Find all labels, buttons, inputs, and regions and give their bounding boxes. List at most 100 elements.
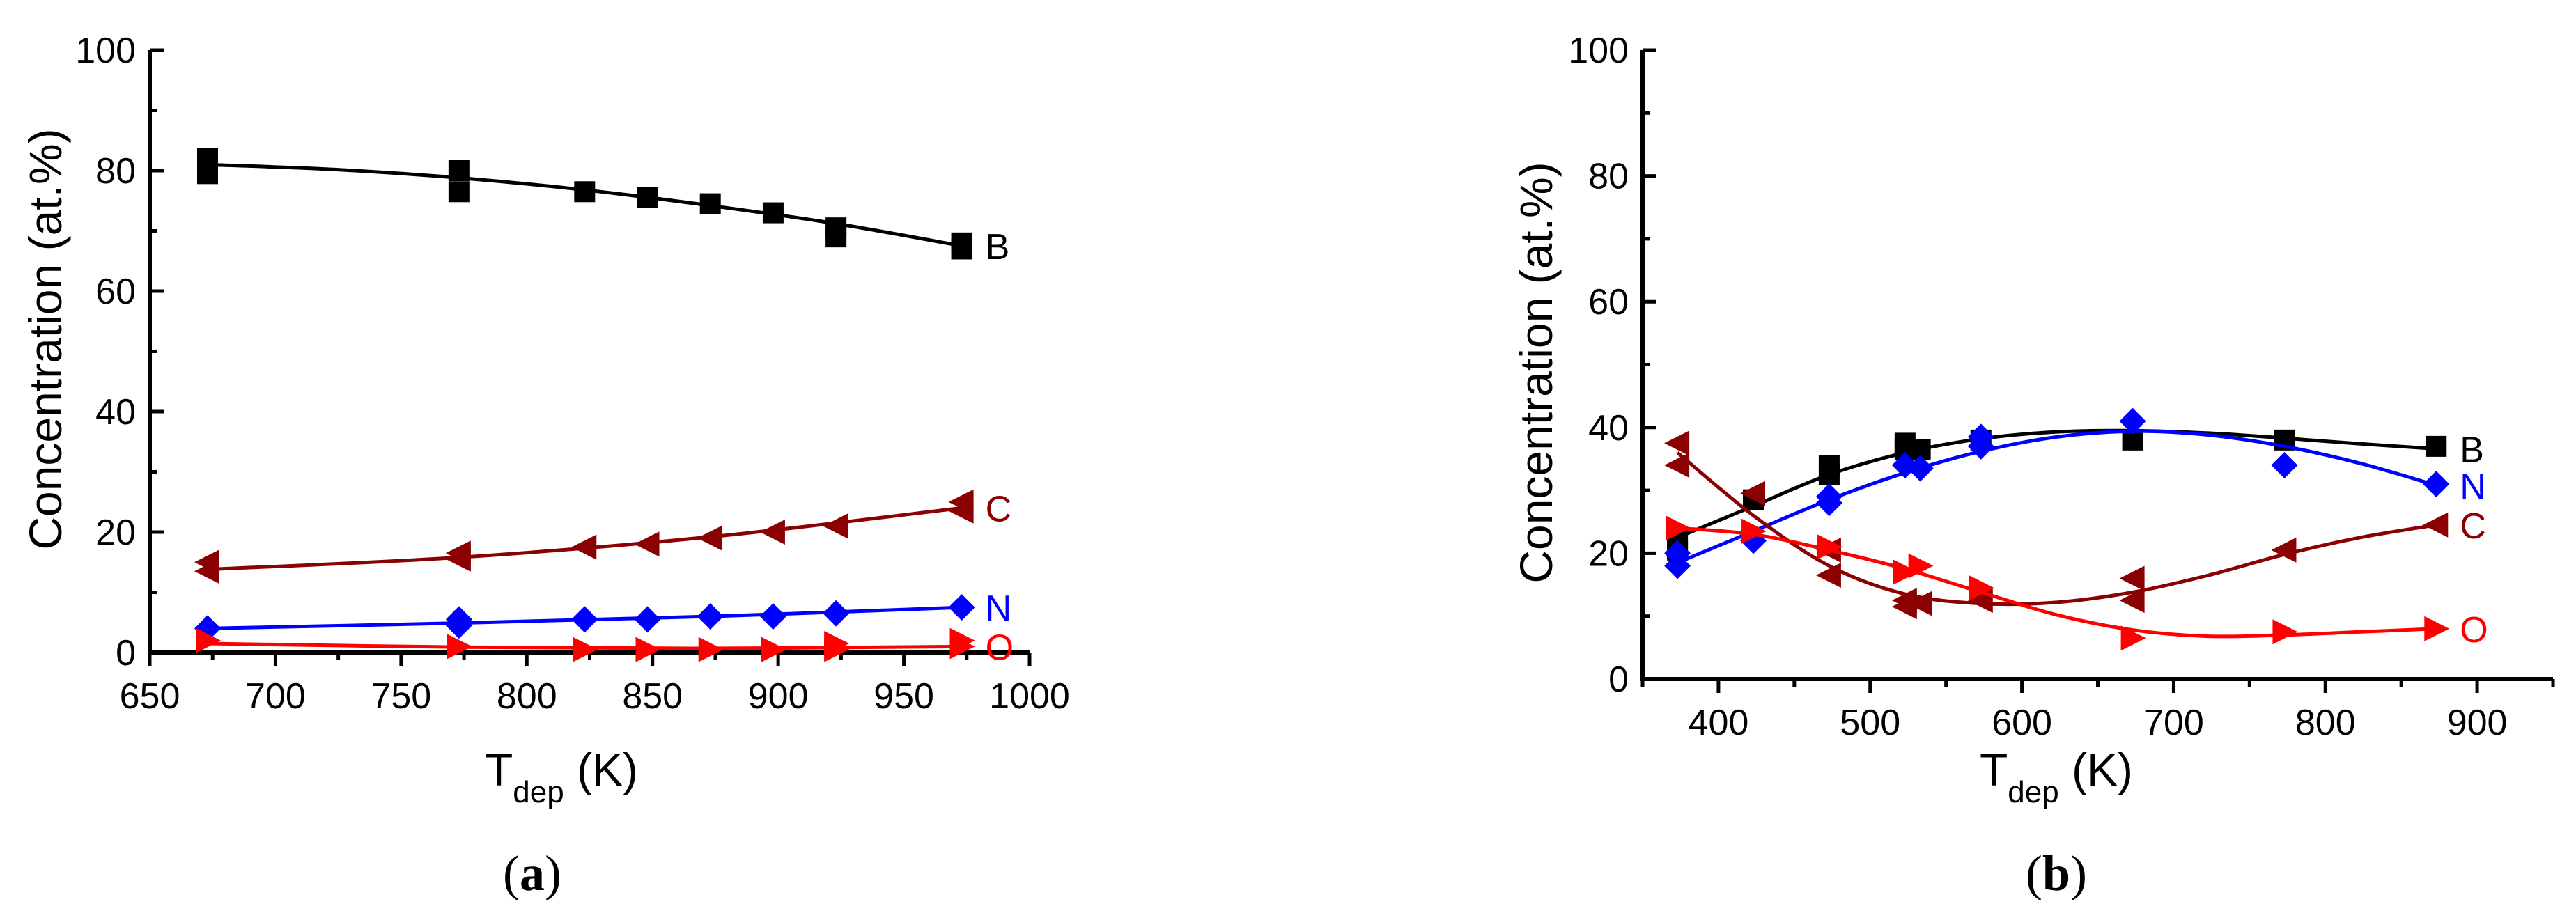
panel-a-x-tick-label: 800: [497, 676, 557, 717]
panel-b-x-tick-label: 900: [2447, 703, 2508, 743]
panel-a-series-O-point: [573, 637, 598, 662]
panel-a-axes: [148, 50, 1030, 655]
panel-b-y-tick-label: 0: [1608, 660, 1629, 700]
panel-b-series-C-point: [1815, 563, 1841, 588]
panel-b-x-axis-title-sub: dep: [2008, 775, 2058, 809]
panel-a-series-B-point: [951, 238, 972, 260]
panel-b-series-O-point: [1741, 518, 1767, 544]
panel-a-y-tick-label: 0: [116, 633, 136, 673]
panel-a-series-O-point: [447, 634, 472, 660]
panel-a-series-C-fit-line: [207, 506, 962, 572]
panel-b-series-B-point: [1818, 464, 1840, 485]
panel-b-series-N-point: [2271, 451, 2298, 478]
panel-a-series-O-point: [635, 637, 661, 662]
panel-b-series-N-point: [2119, 407, 2146, 435]
panel-a-x-tick-label: 650: [120, 676, 180, 717]
panel-b-axes: [1640, 50, 2553, 681]
panel-b-series-C-fit-line: [1676, 451, 2437, 607]
panel-b-series-N-point: [1815, 490, 1842, 517]
panel-b-series-label-N: N: [2460, 467, 2486, 507]
panel-b-y-tick-label: 20: [1588, 533, 1629, 574]
panel-b-series-O-point: [2120, 625, 2146, 651]
panel-b-series-C-point: [1891, 594, 1917, 620]
panel-a-series-N-point: [823, 600, 850, 627]
panel-a-y-tick-label: 40: [95, 392, 136, 432]
panel-b-x-axis-title-main: T: [1980, 744, 2008, 795]
panel-b-series-O-point: [1969, 575, 1994, 601]
panel-b-series-N-point: [2423, 471, 2450, 498]
panel-b-x-tick-label: 700: [2143, 703, 2204, 743]
panel-b-series-B-fit-line: [1677, 428, 2437, 540]
panel-b-series-O-point: [1817, 534, 1842, 560]
panel-a-series-C-point: [634, 531, 660, 557]
panel-b-x-tick-label: 400: [1689, 703, 1749, 743]
panel-a-series-C-point: [445, 546, 471, 572]
panel-a-y-tick-label: 20: [95, 513, 136, 553]
panel-b-series-label-B: B: [2460, 430, 2484, 471]
panel-a-series-label-O: O: [986, 627, 1014, 668]
panel-b-series-C-point: [1740, 481, 1766, 506]
panel-b-x-tick-label: 600: [1992, 703, 2052, 743]
panel-a-series-O-point: [195, 627, 221, 653]
panel-b-y-tick-label: 100: [1568, 31, 1629, 71]
panel-a-series-label-B: B: [986, 227, 1010, 267]
panel-b-series-C-point: [2119, 565, 2145, 591]
panel-a-series-C-point: [823, 513, 848, 539]
panel-b-series-O-point: [1893, 559, 1918, 585]
panel-a-series-N-point: [634, 606, 661, 633]
panel-b-series-label-C: C: [2460, 506, 2486, 547]
panel-a-series-C-point: [948, 498, 974, 524]
panel-a-y-axis-title: Concentration (at.%): [20, 128, 71, 549]
panel-a-series-label-N: N: [986, 588, 1012, 629]
panel-b-y-axis-title: Concentration (at.%): [1510, 162, 1562, 583]
panel-b-chart: Concentration (at.%) Tdep (K) (b) 0 20 40 6…: [1510, 31, 2555, 901]
panel-a-label: (a): [503, 845, 561, 901]
panel-b-x-axis-title-unit: (K): [2059, 744, 2133, 795]
panel-a-series-B-point: [448, 160, 470, 181]
panel-b-x-tick-label: 800: [2295, 703, 2356, 743]
panel-a-series-B-point: [699, 193, 721, 214]
panel-a-series-O-point: [949, 634, 975, 660]
panel-a-series-N-point: [571, 606, 598, 633]
panel-b-series-N-point: [1967, 432, 1994, 460]
panel-b-y-tick-label: 60: [1588, 282, 1629, 322]
panel-a-x-tick-label: 750: [371, 676, 431, 717]
panel-a-x-axis-title-unit: (K): [564, 744, 638, 795]
panel-a-series-C-point: [194, 559, 219, 584]
panel-a-chart: Concentration (at.%) Tdep (K) (a) 0 20 40 6…: [20, 31, 1070, 901]
panel-a-series-B-point: [448, 181, 470, 203]
panel-b-series-O-fit-line: [1677, 526, 2437, 639]
panel-a-x-tick-label: 1000: [989, 676, 1070, 717]
panel-b-x-axis-title: Tdep (K): [1980, 744, 2133, 809]
panel-b-series-C-point: [2423, 512, 2449, 538]
panel-b-series-label-O: O: [2460, 610, 2488, 650]
panel-a-series-label-C: C: [986, 489, 1012, 529]
panel-a-series-C-point: [697, 525, 722, 551]
panel-a-series-N-point: [697, 603, 724, 630]
panel-a-series-N-point: [759, 603, 786, 630]
panel-b-series-C-point: [2271, 537, 2297, 563]
panel-a-series-B-point: [762, 202, 784, 224]
panel-b-series-O-point: [1666, 515, 1691, 541]
panel-a-series-N-point: [445, 612, 472, 639]
panel-b-series-O-point: [2272, 619, 2298, 645]
panel-b-x-tick-label: 500: [1840, 703, 1900, 743]
panel-a-series-O-point: [824, 637, 850, 662]
panel-a-x-axis-title-sub: dep: [513, 775, 564, 809]
panel-a-series-B-point: [637, 187, 658, 208]
panel-a-y-tick-label: 80: [95, 151, 136, 192]
panel-b-label: (b): [2026, 845, 2087, 901]
panel-a-y-tick-label: 60: [95, 272, 136, 312]
panel-b-series-O-point: [2424, 616, 2450, 641]
panel-b-series-C-point: [2119, 588, 2145, 614]
panel-a-series-B-point: [574, 181, 596, 203]
panel-a-x-tick-label: 900: [748, 676, 809, 717]
panel-a-series-O-point: [761, 637, 786, 662]
panel-b-y-tick-label: 80: [1588, 157, 1629, 197]
panel-b-series-C-point: [1664, 430, 1690, 456]
panel-b-y-tick-label: 40: [1588, 408, 1629, 448]
panel-b-series-B-point: [2426, 435, 2447, 457]
panel-a-series-N-point: [948, 594, 975, 621]
panel-a-x-axis-title: Tdep (K): [485, 744, 638, 809]
